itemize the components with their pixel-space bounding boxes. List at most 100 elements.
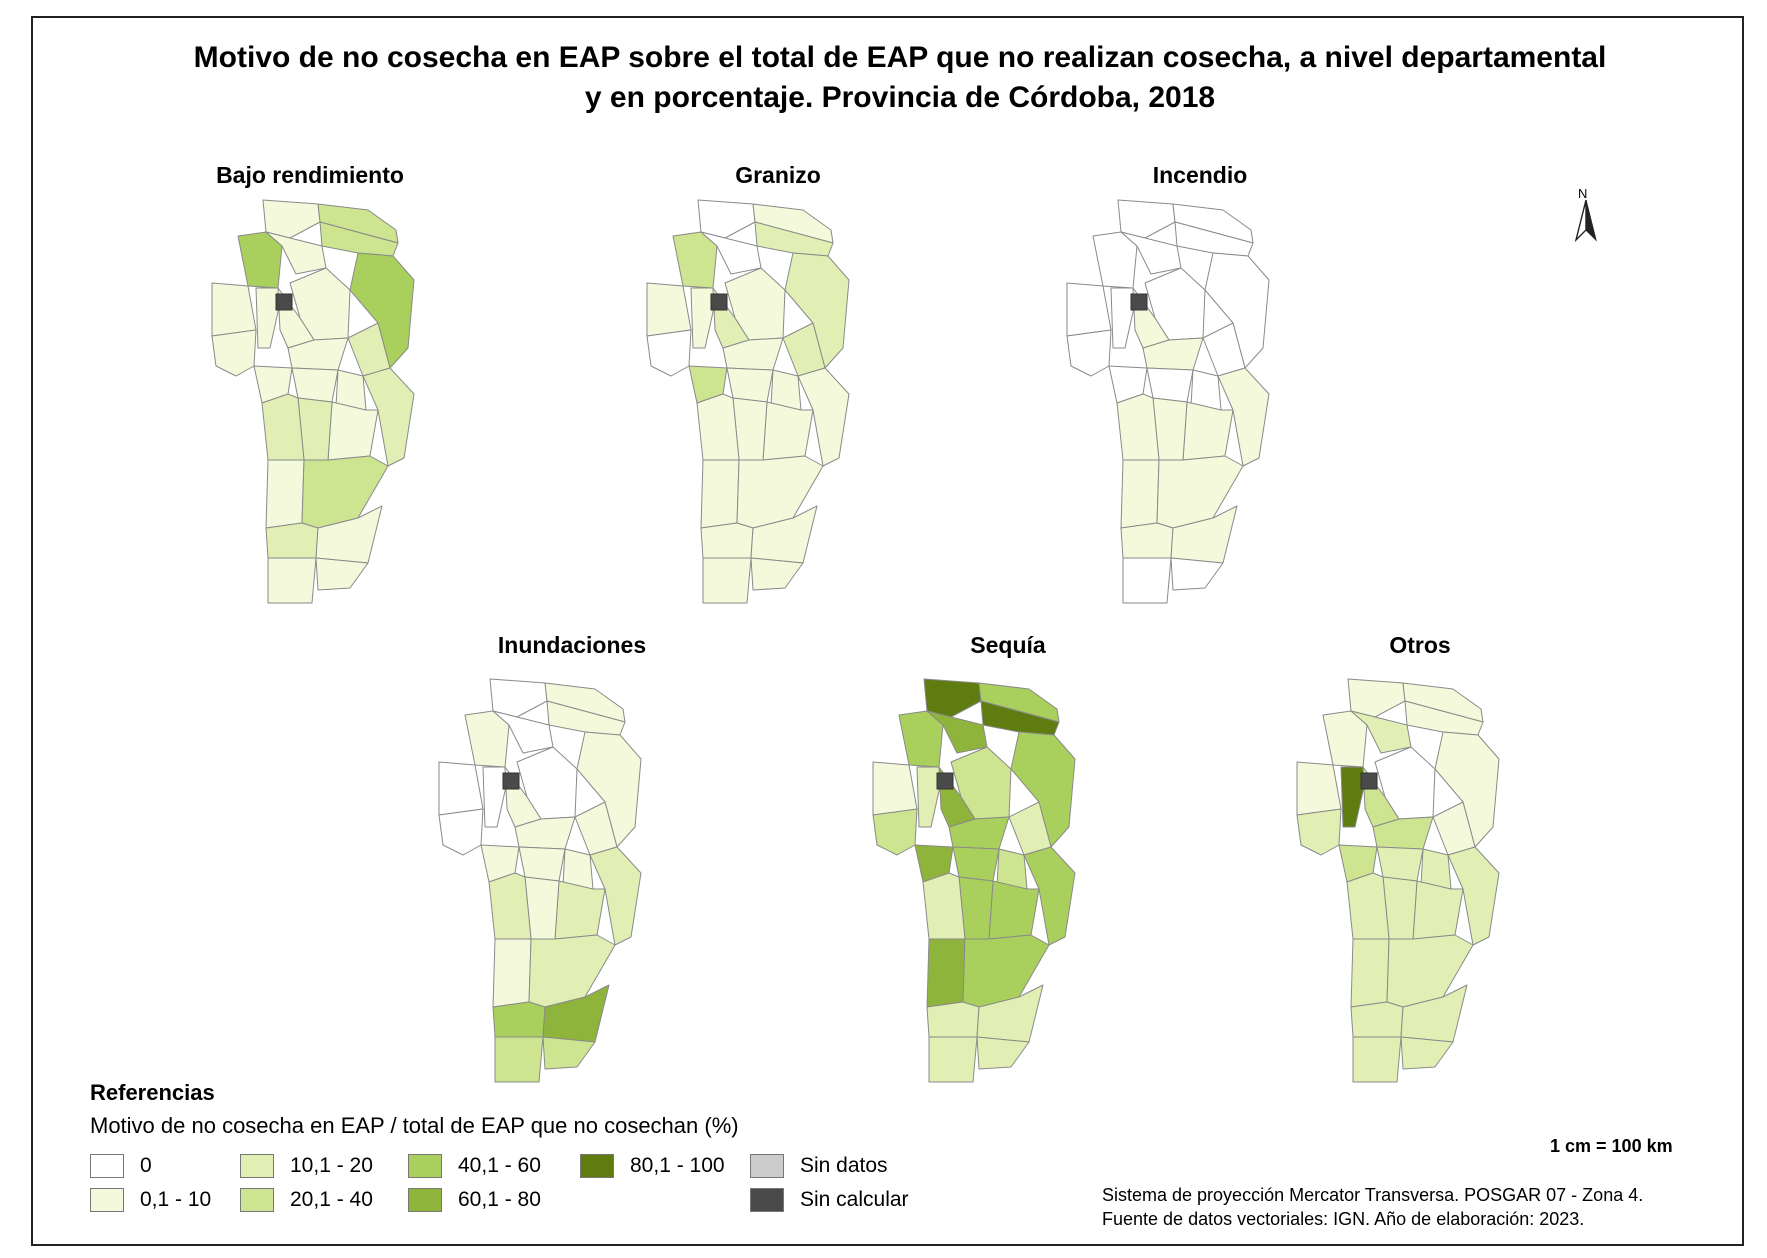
title-line-2: y en porcentaje. Provincia de Córdoba, 2… — [584, 81, 1216, 114]
department-25 — [702, 557, 752, 604]
legend-label: 20,1 - 40 — [290, 1188, 373, 1211]
department-7 — [646, 282, 692, 337]
page-title: Motivo de no cosecha en EAP sobre el tot… — [80, 38, 1720, 118]
legend-item: 40,1 - 60 — [408, 1154, 541, 1178]
legend-item: Sin calcular — [750, 1188, 909, 1212]
legend-label: 0,1 - 10 — [140, 1188, 212, 1211]
north-label: N — [1578, 186, 1588, 201]
department-11 — [211, 329, 257, 377]
department-21 — [1120, 459, 1160, 529]
department-25 — [267, 557, 317, 604]
department-1 — [489, 678, 548, 718]
department-24 — [1400, 984, 1468, 1043]
department-12 — [287, 337, 349, 371]
department-18 — [988, 880, 1040, 940]
department-21 — [926, 938, 966, 1008]
legend-swatch — [240, 1188, 274, 1212]
credits-line-2: Fuente de datos vectoriales: IGN. Año de… — [1102, 1209, 1585, 1229]
department-25 — [928, 1036, 978, 1083]
department-8 — [1110, 287, 1136, 349]
department-24 — [315, 505, 383, 564]
department-20 — [1346, 872, 1390, 940]
department-18 — [762, 401, 814, 461]
department-21 — [265, 459, 305, 529]
department-4 — [237, 231, 283, 289]
department-7 — [1066, 282, 1112, 337]
capital-no-calc-marker — [1360, 772, 1378, 790]
legend-swatch — [408, 1188, 442, 1212]
department-12 — [1372, 816, 1434, 850]
map-otros — [1296, 678, 1500, 1083]
department-18 — [327, 401, 379, 461]
department-8 — [1340, 766, 1366, 828]
map-title-granizo: Granizo — [735, 162, 821, 188]
department-25 — [494, 1036, 544, 1083]
department-24 — [976, 984, 1044, 1043]
department-11 — [1066, 329, 1112, 377]
credits-line-1: Sistema de proyección Mercator Transvers… — [1102, 1185, 1644, 1205]
department-12 — [722, 337, 784, 371]
department-7 — [1296, 761, 1342, 816]
department-15 — [1146, 367, 1194, 403]
department-4 — [898, 710, 944, 768]
department-23 — [492, 1001, 546, 1038]
capital-no-calc-marker — [710, 293, 728, 311]
legend-swatch — [750, 1188, 784, 1212]
legend-label: 60,1 - 80 — [458, 1188, 541, 1211]
department-12 — [1142, 337, 1204, 371]
department-24 — [1170, 505, 1238, 564]
department-15 — [291, 367, 339, 403]
legend-item: 60,1 - 80 — [408, 1188, 541, 1212]
department-2 — [1172, 203, 1254, 244]
legend-title: Referencias — [90, 1080, 215, 1105]
department-23 — [265, 522, 319, 559]
department-18 — [1412, 880, 1464, 940]
department-20 — [488, 872, 532, 940]
department-24 — [542, 984, 610, 1043]
legend-label: Sin calcular — [800, 1188, 909, 1211]
department-8 — [255, 287, 281, 349]
department-24 — [750, 505, 818, 564]
department-20 — [261, 393, 305, 461]
department-1 — [1117, 199, 1176, 239]
legend-label: 40,1 - 60 — [458, 1154, 541, 1177]
department-2 — [1402, 682, 1484, 723]
map-bajo-rendimiento — [211, 199, 415, 604]
title-line-1: Motivo de no cosecha en EAP sobre el tot… — [193, 41, 1607, 74]
department-4 — [1092, 231, 1138, 289]
legend-label: Sin datos — [800, 1154, 888, 1177]
north-arrow-icon — [1574, 199, 1597, 243]
legend-item: 80,1 - 100 — [580, 1154, 725, 1178]
department-20 — [1116, 393, 1160, 461]
department-25 — [1352, 1036, 1402, 1083]
department-7 — [211, 282, 257, 337]
department-18 — [554, 880, 606, 940]
department-26 — [750, 557, 804, 591]
department-26 — [976, 1036, 1030, 1070]
capital-no-calc-marker — [275, 293, 293, 311]
department-23 — [700, 522, 754, 559]
map-title-inundaciones: Inundaciones — [497, 632, 647, 658]
legend-item: 20,1 - 40 — [240, 1188, 373, 1212]
department-11 — [872, 808, 918, 856]
map-inundaciones — [438, 678, 642, 1083]
legend-item: Sin datos — [750, 1154, 888, 1178]
map-credits: Sistema de proyección Mercator Transvers… — [1102, 1183, 1643, 1231]
legend-label: 10,1 - 20 — [290, 1154, 373, 1177]
department-15 — [952, 846, 1000, 882]
department-1 — [262, 199, 321, 239]
department-11 — [1296, 808, 1342, 856]
department-8 — [482, 766, 508, 828]
department-20 — [696, 393, 740, 461]
legend: Referencias Motivo de no cosecha en EAP … — [90, 1080, 1090, 1240]
map-title-otros: Otros — [1389, 632, 1451, 658]
legend-swatch — [750, 1154, 784, 1178]
capital-no-calc-marker — [1130, 293, 1148, 311]
legend-item: 10,1 - 20 — [240, 1154, 373, 1178]
department-4 — [464, 710, 510, 768]
department-26 — [315, 557, 369, 591]
department-1 — [1347, 678, 1406, 718]
department-6 — [1204, 252, 1270, 369]
department-26 — [1400, 1036, 1454, 1070]
legend-swatch — [90, 1154, 124, 1178]
